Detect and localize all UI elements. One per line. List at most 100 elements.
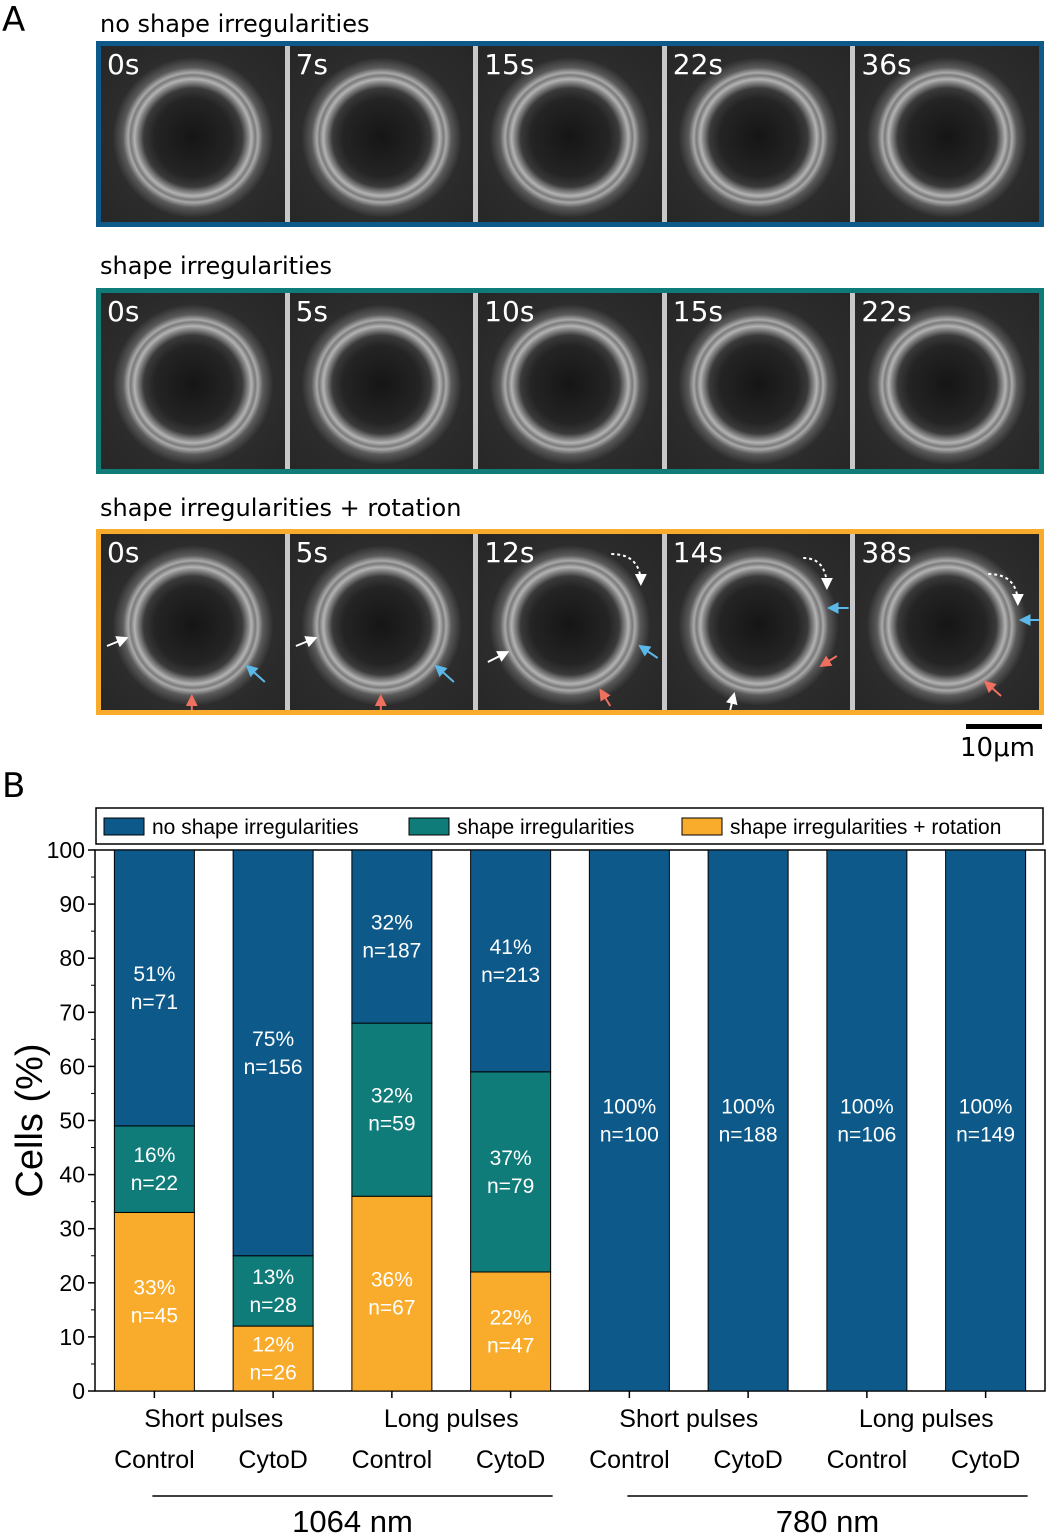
time-label: 7s	[295, 48, 328, 81]
y-tick-label: 0	[72, 1378, 85, 1404]
cell-image-frame: 15s	[666, 293, 851, 469]
time-label: 22s	[861, 295, 912, 328]
bar-data-label: n=45	[131, 1305, 178, 1328]
white-arrow	[295, 636, 318, 648]
legend-label: shape irregularities + rotation	[730, 816, 1001, 839]
bar-data-label: 36%	[371, 1269, 413, 1292]
time-label: 12s	[484, 536, 535, 569]
time-label: 0s	[107, 48, 140, 81]
image-strip-irregularities-rotation: 0s 5s 12s 14s 38s	[96, 529, 1044, 715]
bar-data-label: n=213	[481, 964, 540, 987]
time-label: 5s	[295, 295, 328, 328]
cell-image-frame: 22s	[855, 293, 1039, 469]
white-arrow	[487, 651, 510, 663]
bar-data-label: 75%	[252, 1028, 294, 1051]
panel-a-letter: A	[2, 0, 26, 40]
cell-image-frame: 0s	[101, 46, 285, 222]
time-label: 10s	[484, 295, 535, 328]
x-category-label: Control	[589, 1446, 670, 1474]
time-label: 14s	[672, 536, 723, 569]
bar-data-label: 100%	[721, 1096, 775, 1119]
bar-segment	[470, 849, 552, 1073]
row-title-irregularities: shape irregularities	[100, 252, 332, 280]
legend-label: no shape irregularities	[152, 816, 359, 839]
cell-image-frame: 14s	[666, 534, 851, 710]
scale-bar	[966, 724, 1042, 729]
bar-data-label: n=59	[368, 1113, 415, 1136]
cell-image-frame: 12s	[478, 534, 662, 710]
pulse-group-label: Long pulses	[859, 1405, 994, 1433]
bar-data-label: 33%	[133, 1277, 175, 1300]
time-label: 5s	[295, 536, 328, 569]
red-arrow	[819, 655, 838, 668]
blue-arrow	[245, 664, 266, 683]
x-category-label: CytoD	[238, 1446, 307, 1474]
image-strip-no-irregularities: 0s 7s 15s 22s 36s	[96, 41, 1044, 227]
bar-segment	[470, 1271, 552, 1392]
time-label: 0s	[107, 295, 140, 328]
bar-data-label: n=22	[131, 1172, 178, 1195]
stacked-bar-chart: 0 10 20 30 40 50 60 70 80 90 100 Cells (%) 33% n=45 16…	[9, 807, 1046, 1534]
bar-data-label: 13%	[252, 1266, 294, 1289]
x-category-label: CytoD	[951, 1446, 1020, 1474]
bar-segment	[707, 849, 789, 1392]
legend-swatch	[408, 817, 450, 836]
bar-data-label: n=26	[249, 1362, 296, 1385]
pulse-group-label: Long pulses	[384, 1405, 519, 1433]
bar-data-label: 16%	[133, 1144, 175, 1167]
pulse-group-label: Short pulses	[144, 1405, 283, 1433]
x-category-label: CytoD	[476, 1446, 545, 1474]
annotation-arrows	[487, 553, 659, 707]
bar-data-label: n=106	[837, 1124, 896, 1147]
bar-segment	[588, 849, 670, 1392]
annotation-arrows	[984, 573, 1039, 697]
bar-segment	[232, 849, 314, 1257]
x-category-label: Control	[114, 1446, 195, 1474]
time-label: 0s	[107, 536, 140, 569]
cell-image-frame: 38s	[855, 534, 1039, 710]
wavelength-group-label: 780 nm	[776, 1504, 879, 1534]
bar-data-label: 100%	[959, 1096, 1013, 1119]
bar-data-label: 12%	[252, 1334, 294, 1357]
bar-segment	[232, 1255, 314, 1327]
cell-image-frame: 0s	[101, 534, 285, 710]
annotation-arrows	[106, 636, 266, 710]
y-tick-label: 10	[59, 1324, 85, 1350]
bar-data-label: 32%	[371, 1085, 413, 1108]
bar-data-label: n=28	[249, 1294, 296, 1317]
x-category-label: Control	[827, 1446, 908, 1474]
red-arrow	[984, 680, 1003, 697]
legend-label: shape irregularities	[457, 816, 634, 839]
bar-data-label: n=100	[600, 1124, 659, 1147]
scale-bar-label: 10μm	[960, 733, 1035, 763]
white-arrow	[725, 692, 738, 710]
x-category-label: Control	[352, 1446, 433, 1474]
bar-segment	[945, 849, 1027, 1392]
wavelength-group-label: 1064 nm	[292, 1504, 413, 1534]
bar-segment	[351, 1195, 433, 1392]
pulse-group-label: Short pulses	[619, 1405, 758, 1433]
bar-data-label: 22%	[490, 1306, 532, 1329]
annotation-arrows	[725, 557, 849, 710]
cell-image-frame: 36s	[855, 46, 1039, 222]
annotation-arrows	[295, 636, 455, 710]
y-tick-label: 100	[47, 837, 85, 863]
bar-segment	[113, 1211, 195, 1392]
bar-data-label: 100%	[840, 1096, 894, 1119]
bar-data-label: 32%	[371, 912, 413, 935]
image-strip-irregularities: 0s 5s 10s 15s 22s	[96, 288, 1044, 474]
cell-image-frame: 5s	[289, 293, 474, 469]
y-tick-label: 80	[59, 945, 85, 971]
bar-data-label: 41%	[490, 936, 532, 959]
bar-segment	[351, 849, 433, 1024]
blue-arrow	[638, 644, 659, 659]
cell-image-frame: 7s	[289, 46, 474, 222]
blue-arrow	[434, 664, 455, 683]
cell-image-frame: 22s	[666, 46, 851, 222]
time-label: 15s	[484, 48, 535, 81]
y-tick-label: 60	[59, 1053, 85, 1079]
white-arrow	[106, 636, 129, 648]
bar-segment	[113, 1125, 195, 1213]
time-label: 22s	[672, 48, 723, 81]
y-tick-label: 40	[59, 1162, 85, 1188]
